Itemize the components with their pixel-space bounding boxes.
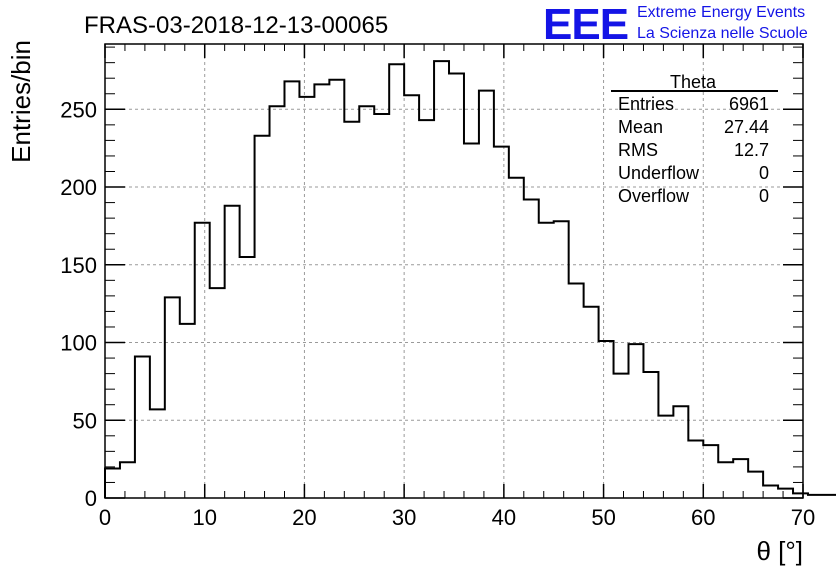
stats-label-underflow: Underflow — [618, 163, 700, 183]
grid-lines — [105, 44, 803, 498]
y-tick-label: 100 — [60, 331, 97, 356]
chart-title: FRAS-03-2018-12-13-00065 — [84, 12, 388, 39]
x-tick-label: 50 — [591, 505, 615, 530]
y-tick-label: 150 — [60, 253, 97, 278]
stats-value-overflow: 0 — [759, 186, 769, 206]
x-tick-label: 30 — [392, 505, 416, 530]
stats-value-entries: 6961 — [729, 94, 769, 114]
x-tick-label: 0 — [99, 505, 111, 530]
y-tick-label: 50 — [73, 408, 97, 433]
x-tick-label: 40 — [492, 505, 516, 530]
stats-label-overflow: Overflow — [618, 186, 690, 206]
stats-value-rms: 12.7 — [734, 140, 769, 160]
eee-logo: EEE — [543, 0, 629, 49]
y-axis-label: Entries/bin — [6, 40, 36, 163]
x-axis-label: θ [°] — [756, 536, 803, 566]
y-tick-label: 0 — [85, 486, 97, 511]
stats-label-mean: Mean — [618, 117, 663, 137]
y-tick-label: 250 — [60, 97, 97, 122]
stats-value-mean: 27.44 — [724, 117, 769, 137]
y-tick-label: 200 — [60, 175, 97, 200]
stats-title: Theta — [670, 72, 717, 92]
plot-frame — [104, 43, 804, 499]
stats-label-rms: RMS — [618, 140, 658, 160]
x-tick-label: 70 — [791, 505, 815, 530]
x-tick-label: 20 — [292, 505, 316, 530]
histogram-outline — [104, 60, 836, 498]
x-tick-label: 60 — [691, 505, 715, 530]
axis-tick-labels: 0 10 20 30 40 50 60 70 0 50 100 150 200 250 — [60, 97, 815, 530]
axis-ticks — [104, 44, 804, 499]
logo-line-2: La Scienza nelle Scuole — [637, 25, 808, 42]
stats-value-underflow: 0 — [759, 163, 769, 183]
x-tick-label: 10 — [192, 505, 216, 530]
stats-box: Theta Entries 6961 Mean 27.44 RMS 12.7 U… — [611, 72, 778, 206]
logo-line-1: Extreme Energy Events — [637, 4, 806, 21]
stats-label-entries: Entries — [618, 94, 674, 114]
